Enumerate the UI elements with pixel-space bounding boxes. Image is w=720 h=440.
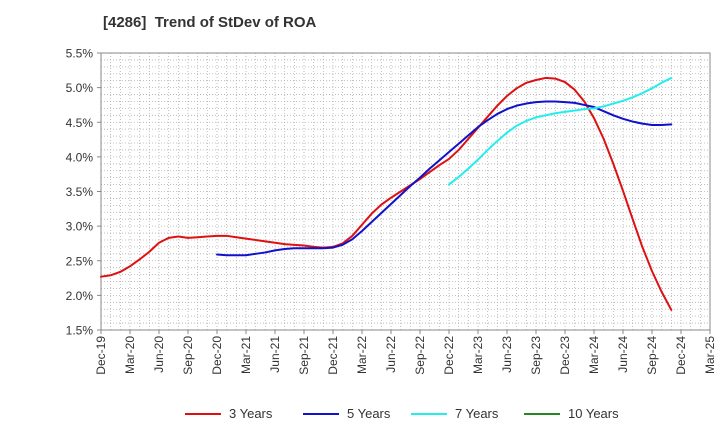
y-tick-label: 4.0% — [66, 150, 94, 164]
legend-label: 5 Years — [347, 406, 391, 421]
legend: 3 Years 5 Years 7 Years 10 Years — [0, 402, 720, 426]
series-line-7-years — [448, 76, 673, 186]
legend-swatch — [185, 413, 221, 415]
x-tick-label: Mar-20 — [123, 336, 137, 374]
legend-swatch — [524, 413, 560, 415]
legend-label: 10 Years — [568, 406, 619, 421]
x-tick-label: Dec-23 — [558, 336, 572, 375]
chart-title: [4286] Trend of StDev of ROA — [103, 14, 317, 31]
x-tick-label: Mar-25 — [703, 336, 717, 374]
series-line-3-years — [100, 76, 673, 311]
y-tick-label: 2.0% — [66, 289, 94, 303]
legend-swatch — [411, 413, 447, 415]
y-tick-label: 2.5% — [66, 254, 94, 268]
y-tick-label: 4.5% — [66, 116, 94, 130]
x-tick-label: Mar-22 — [355, 336, 369, 374]
x-tick-label: Dec-19 — [94, 336, 108, 375]
legend-label: 3 Years — [229, 406, 273, 421]
x-tick-label: Dec-21 — [326, 336, 340, 375]
x-tick-label: Sep-22 — [413, 336, 427, 375]
series-lines — [100, 76, 673, 311]
y-tick-label: 3.5% — [66, 185, 94, 199]
x-tick-label: Mar-21 — [239, 336, 253, 374]
x-tick-label: Jun-20 — [152, 336, 166, 373]
x-tick-label: Jun-22 — [384, 336, 398, 373]
x-tick-label: Dec-22 — [442, 336, 456, 375]
y-tick-label: 5.0% — [66, 81, 94, 95]
x-tick-label: Jun-24 — [616, 336, 630, 373]
x-tick-label: Sep-24 — [645, 336, 659, 375]
x-tick-label: Sep-20 — [181, 336, 195, 375]
x-tick-label: Sep-23 — [529, 336, 543, 375]
x-tick-label: Dec-24 — [674, 336, 688, 375]
x-tick-label: Jun-23 — [500, 336, 514, 373]
y-axis: 1.5% 2.0% 2.5% 3.0% 3.5% 4.0% 4.5% 5.0% 5.5% — [66, 47, 101, 338]
x-tick-label: Sep-21 — [297, 336, 311, 375]
x-tick-label: Dec-20 — [210, 336, 224, 375]
series-line-5-years — [216, 100, 673, 257]
y-tick-label: 1.5% — [66, 324, 94, 338]
x-tick-label: Jun-21 — [268, 336, 282, 373]
x-tick-label: Mar-24 — [587, 336, 601, 374]
grid — [101, 53, 710, 330]
legend-swatch — [303, 413, 339, 415]
x-tick-label: Mar-23 — [471, 336, 485, 374]
x-axis: Dec-19 Mar-20 Jun-20 Sep-20 Dec-20 Mar-21 Jun-… — [94, 330, 717, 375]
y-tick-label: 5.5% — [66, 47, 94, 61]
y-tick-label: 3.0% — [66, 220, 94, 234]
legend-label: 7 Years — [455, 406, 499, 421]
